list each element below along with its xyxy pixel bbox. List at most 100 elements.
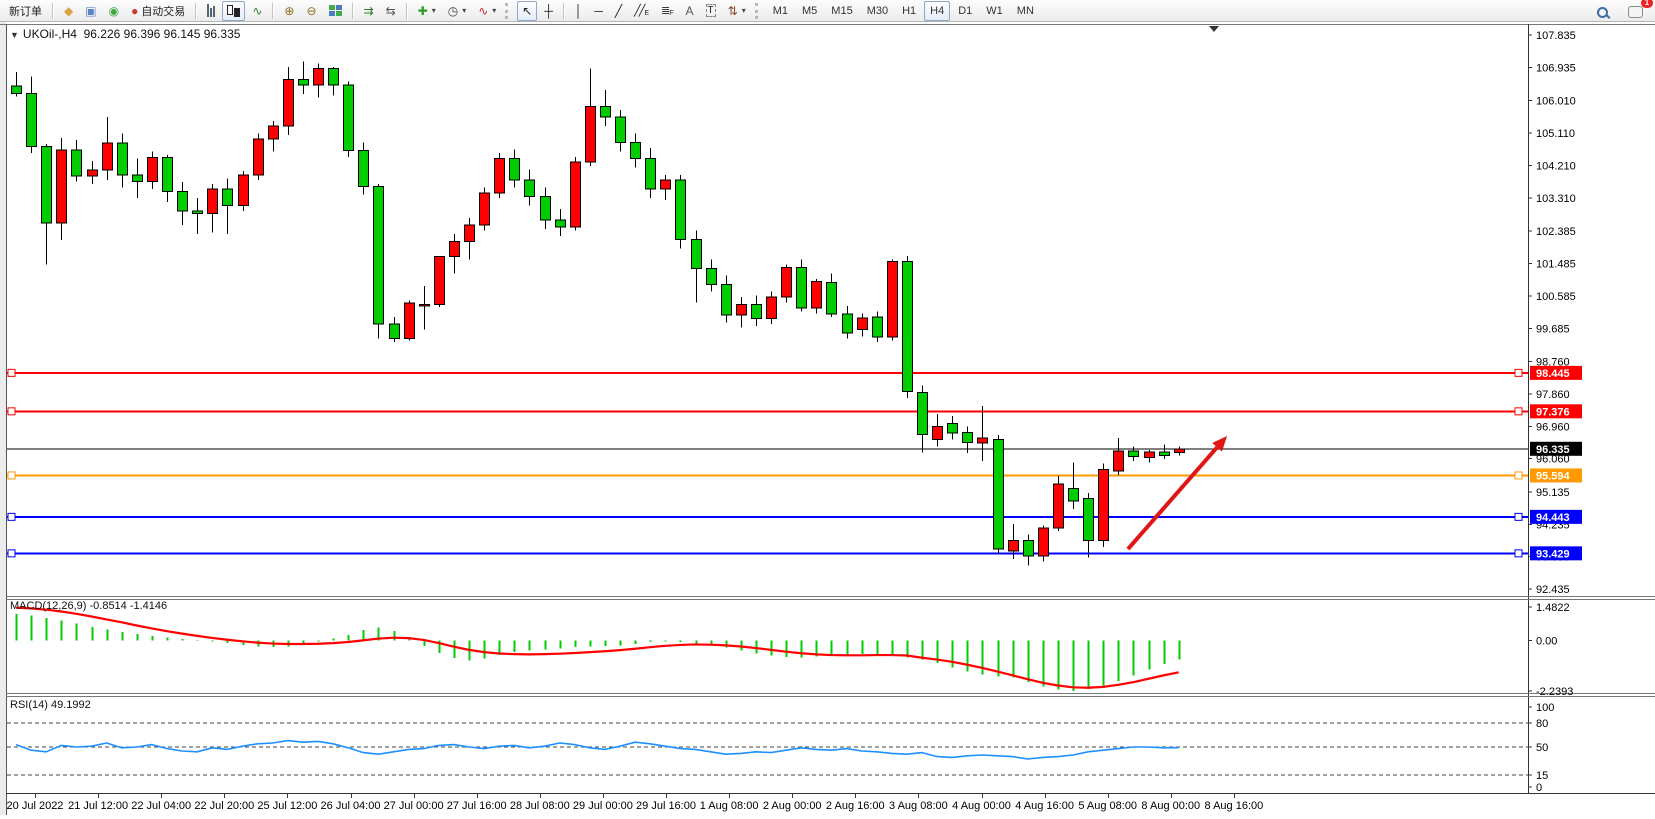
chart-ohlc-values: 96.226 96.396 96.145 96.335 [83,27,241,41]
svg-text:92.435: 92.435 [1536,584,1570,596]
equidistant-channel-icon[interactable]: ╱╱ E [629,1,654,21]
svg-text:96.335: 96.335 [1536,444,1570,456]
svg-text:96.960: 96.960 [1536,421,1570,433]
toolbar-section-periods: M1 M5 M15 M30 H1 H4 D1 W1 MN [766,0,1041,21]
notifications-icon[interactable]: 1 [1623,0,1653,21]
svg-text:0: 0 [1536,782,1542,794]
line-chart-icon[interactable]: ∿ [247,1,267,21]
arrows-icon[interactable]: ⇅ ▾ [723,1,751,21]
periods-clock-icon[interactable]: ◷ ▾ [443,1,472,21]
timeframe-d1[interactable]: D1 [952,1,978,21]
timeframe-m1-label: M1 [772,4,789,17]
timeframe-h4-label: H4 [930,4,945,17]
svg-text:-2.2393: -2.2393 [1536,686,1573,698]
vertical-line-icon[interactable]: │ [570,1,588,21]
fibonacci-icon: ≣ F [661,5,674,17]
bar-chart-icon[interactable] [202,1,220,21]
tile-windows-icon[interactable] [324,1,347,21]
timeframe-d1-label: D1 [958,4,973,17]
chart-shift-icon[interactable]: ⇆ [381,1,401,21]
rsi-panel: 100 80 50 150 [7,702,1554,794]
horizontal-line-icon-glyph: ─ [594,3,603,18]
timeframe-w1-label: W1 [986,4,1003,17]
autotrading-button[interactable]: ● 自动交易 [126,1,190,21]
market-watch-icon[interactable]: ◆ [59,1,78,21]
timeframe-w1[interactable]: W1 [980,1,1009,21]
svg-text:29 Jul 16:00: 29 Jul 16:00 [636,800,696,812]
toolbar-separator [405,2,408,19]
signals-icon[interactable]: ◉ [104,1,124,21]
trend-arrow-annotation[interactable] [1126,436,1227,551]
new-order-button[interactable]: 新订单 [4,1,47,21]
svg-text:4 Aug 16:00: 4 Aug 16:00 [1015,800,1074,812]
timeframe-m1[interactable]: M1 [767,1,794,21]
svg-text:96.060: 96.060 [1536,454,1570,466]
svg-text:106.010: 106.010 [1536,96,1576,108]
svg-text:95.594: 95.594 [1536,470,1571,482]
text-icon[interactable]: A [681,1,699,21]
svg-text:50: 50 [1536,742,1548,754]
autotrading-button-glyph: ● [131,3,139,18]
svg-text:97.376: 97.376 [1536,406,1570,418]
toolbar-grip[interactable] [505,2,511,19]
timeframe-mn[interactable]: MN [1011,1,1040,21]
svg-text:80: 80 [1536,718,1548,730]
trendline-icon[interactable]: ╱ [610,1,627,21]
svg-text:27 Jul 00:00: 27 Jul 00:00 [384,800,444,812]
svg-text:97.860: 97.860 [1536,389,1570,401]
timeframe-m15[interactable]: M15 [825,1,858,21]
svg-text:29 Jul 00:00: 29 Jul 00:00 [573,800,633,812]
line-chart-icon-glyph: ∿ [252,3,263,18]
svg-text:100: 100 [1536,702,1554,714]
signals-icon-glyph: ◉ [108,3,120,18]
new-chart-button[interactable]: ✚ ▾ [413,1,441,21]
svg-text:98.760: 98.760 [1536,357,1570,369]
chart-shift-marker-icon [1209,26,1219,32]
zoom-out-icon[interactable]: ⊖ [301,1,321,21]
svg-text:4 Aug 00:00: 4 Aug 00:00 [952,800,1011,812]
text-label-icon[interactable]: T [701,1,721,21]
collapse-triangle-icon[interactable]: ▼ [10,30,19,40]
price-axis: 107.835 106.935 106.010 105.110 104.210 103.3… [1528,30,1582,596]
crosshair-icon-glyph: ┼ [544,3,553,18]
macd-panel: 1.4822 0.00 -2.2393 [15,602,1573,698]
terminal-icon[interactable]: ▣ [80,1,101,21]
search-icon [1597,5,1611,19]
toolbar-separator [52,2,54,19]
horizontal-lines [7,368,1528,558]
trendline-icon-glyph: ╱ [614,3,623,18]
timeframe-h1[interactable]: H1 [896,1,922,21]
svg-text:98.445: 98.445 [1536,368,1570,380]
timeframe-h4[interactable]: H4 [924,0,951,21]
new-chart-button-dropdown-caret[interactable]: ▾ [431,6,436,15]
svg-text:94.443: 94.443 [1536,512,1570,524]
timeframe-m15-label: M15 [831,4,853,17]
auto-scroll-icon[interactable]: ⇉ [359,1,379,21]
notifications-icon [1628,5,1643,18]
horizontal-line-icon[interactable]: ─ [589,1,608,21]
svg-text:102.385: 102.385 [1536,226,1576,238]
toolbar-separator [272,2,275,19]
svg-text:0.00: 0.00 [1536,635,1557,647]
periods-clock-icon-dropdown-caret[interactable]: ▾ [462,6,467,15]
svg-text:26 Jul 04:00: 26 Jul 04:00 [321,800,381,812]
toolbar-grip[interactable] [754,2,761,19]
crosshair-icon[interactable]: ┼ [539,1,558,21]
indicators-icon-dropdown-caret[interactable]: ▾ [492,6,497,15]
svg-text:22 Jul 04:00: 22 Jul 04:00 [131,800,191,812]
zoom-in-icon-glyph: ⊕ [284,3,295,18]
timeframe-m30[interactable]: M30 [861,1,894,21]
candlestick-chart-icon[interactable] [222,0,246,21]
fibonacci-icon[interactable]: ≣ F [656,1,679,21]
text-label-icon: T [705,4,716,17]
indicators-icon[interactable]: ∿ ▾ [473,1,501,21]
search-icon[interactable] [1592,1,1613,21]
rsi-indicator-label: RSI(14) 49.1992 [10,699,91,711]
zoom-in-icon[interactable]: ⊕ [279,1,299,21]
arrows-icon-dropdown-caret[interactable]: ▾ [741,6,746,15]
autotrading-button-label: 自动交易 [141,5,186,18]
timeframe-m5[interactable]: M5 [796,1,823,21]
cursor-icon[interactable]: ↖ [517,0,538,21]
